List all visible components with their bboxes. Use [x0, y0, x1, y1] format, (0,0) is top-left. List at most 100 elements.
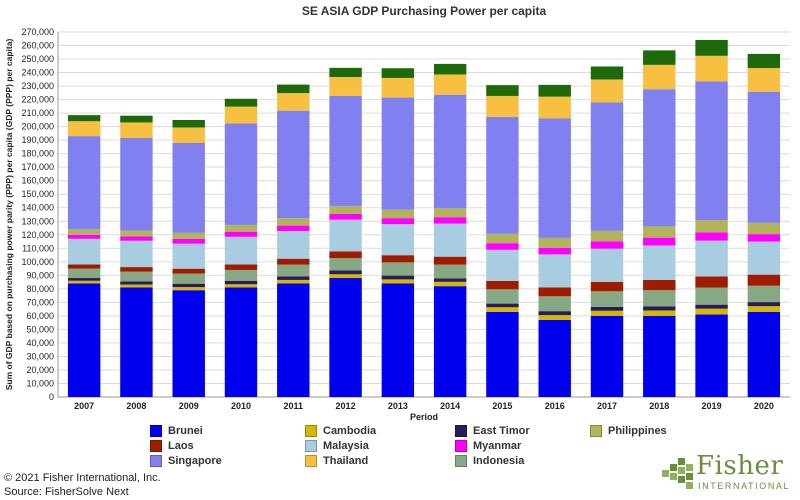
bar-segment-indonesia-2019 [695, 287, 728, 305]
bar-segment-vietnam-2010 [224, 98, 258, 107]
bar-segment-myanmar-2013 [381, 218, 415, 225]
bar-segment-laos-2010 [224, 264, 258, 270]
bar-segment-singapore-2011 [277, 110, 310, 219]
y-tick-label: 200,000 [21, 122, 54, 132]
y-tick-label: 0 [49, 392, 54, 402]
x-tick-label: 2018 [649, 401, 669, 411]
bar-segment-singapore-2020 [747, 91, 781, 223]
bar-segment-brunei-2015 [486, 311, 519, 397]
bar-segment-myanmar-2016 [538, 247, 571, 255]
legend-swatch [150, 440, 162, 452]
bar-segment-indonesia-2017 [590, 291, 624, 307]
bar-segment-cambodia-2010 [224, 284, 258, 288]
bar-segment-philippines-2012 [329, 206, 362, 214]
x-tick-label: 2012 [336, 401, 356, 411]
x-tick-label: 2017 [597, 401, 617, 411]
bar-segment-malaysia-2011 [277, 230, 310, 259]
bar-segment-east-timor-2017 [590, 306, 624, 311]
bar-segment-myanmar-2011 [277, 225, 310, 231]
bar-segment-myanmar-2015 [486, 243, 519, 250]
bar-segment-thailand-2011 [277, 93, 310, 111]
legend-item-singapore: Singapore [150, 455, 222, 467]
bar-segment-east-timor-2018 [643, 306, 676, 311]
chart-title: SE ASIA GDP Purchasing Power per capita [302, 4, 547, 18]
bar-segment-singapore-2008 [120, 137, 153, 231]
bar-segment-singapore-2013 [381, 97, 415, 210]
bar-segment-indonesia-2016 [538, 296, 571, 312]
x-tick-label: 2013 [388, 401, 408, 411]
x-tick-label: 2011 [284, 401, 304, 411]
x-tick-label: 2009 [179, 401, 199, 411]
bar-segment-myanmar-2014 [433, 217, 467, 224]
bar-segment-east-timor-2016 [538, 311, 571, 316]
bar-segment-east-timor-2007 [67, 278, 101, 281]
bar-segment-singapore-2019 [695, 81, 728, 221]
y-tick-label: 270,000 [21, 27, 54, 37]
legend-label: Singapore [168, 455, 222, 467]
legend-item-malaysia: Malaysia [305, 440, 369, 452]
bar-segment-thailand-2017 [590, 79, 624, 103]
bar-segment-myanmar-2007 [67, 234, 101, 239]
legend-swatch [455, 440, 467, 452]
brand-subtitle: INTERNATIONAL [698, 481, 791, 491]
bar-segment-malaysia-2018 [643, 245, 676, 280]
bar-segment-cambodia-2009 [172, 287, 205, 291]
bar-segment-vietnam-2011 [277, 84, 310, 94]
bar-segment-east-timor-2011 [277, 276, 310, 280]
y-tick-label: 40,000 [26, 338, 54, 348]
bar-segment-indonesia-2020 [747, 285, 781, 303]
bar-segment-thailand-2012 [329, 77, 362, 96]
bar-segment-cambodia-2013 [381, 279, 415, 284]
bar-segment-malaysia-2020 [747, 241, 781, 275]
bar-segment-laos-2013 [381, 255, 415, 263]
bar-segment-indonesia-2014 [433, 264, 467, 279]
brand-mark-icon [662, 458, 693, 489]
bar-segment-vietnam-2018 [643, 50, 676, 65]
bar-segment-singapore-2014 [433, 94, 467, 209]
bar-segment-singapore-2018 [643, 89, 676, 227]
y-tick-label: 80,000 [26, 284, 54, 294]
y-tick-label: 100,000 [21, 257, 54, 267]
x-tick-label: 2008 [126, 401, 146, 411]
bar-segment-indonesia-2012 [329, 258, 362, 271]
legend-swatch [590, 425, 602, 437]
legend-label: Philippines [608, 425, 667, 437]
bar-segment-thailand-2019 [695, 55, 728, 82]
bar-segment-singapore-2012 [329, 95, 362, 207]
bar-segment-cambodia-2020 [747, 306, 781, 312]
y-tick-label: 150,000 [21, 189, 54, 199]
bar-segment-myanmar-2009 [172, 238, 205, 244]
bar-segment-cambodia-2014 [433, 281, 467, 287]
bar-segment-cambodia-2018 [643, 310, 676, 316]
legend: Brunei Laos Singapore Cambodia Malaysia Thail… [150, 425, 690, 473]
legend-swatch [150, 455, 162, 467]
legend-swatch [455, 425, 467, 437]
bar-segment-laos-2019 [695, 276, 728, 288]
bar-segment-malaysia-2014 [433, 223, 467, 257]
bar-segment-philippines-2007 [67, 229, 101, 235]
bar-segment-vietnam-2019 [695, 39, 728, 56]
y-tick-label: 250,000 [21, 54, 54, 64]
bar-segment-philippines-2008 [120, 230, 153, 237]
y-tick-label: 120,000 [21, 230, 54, 240]
bar-segment-cambodia-2015 [486, 307, 519, 312]
bar-segment-indonesia-2011 [277, 264, 310, 277]
y-tick-label: 210,000 [21, 108, 54, 118]
y-tick-label: 220,000 [21, 95, 54, 105]
bar-segment-brunei-2018 [643, 315, 676, 397]
bar-segment-east-timor-2008 [120, 281, 153, 285]
bar-segment-philippines-2018 [643, 226, 676, 238]
bar-segment-singapore-2007 [67, 136, 101, 230]
bar-segment-singapore-2017 [590, 102, 624, 231]
bar-segment-laos-2007 [67, 264, 101, 269]
bar-segment-laos-2014 [433, 256, 467, 265]
bar-segment-thailand-2010 [224, 106, 258, 124]
bar-segment-singapore-2010 [224, 123, 258, 225]
legend-swatch [305, 425, 317, 437]
bar-segment-east-timor-2014 [433, 278, 467, 282]
legend-label: East Timor [473, 425, 530, 437]
bar-segment-vietnam-2008 [120, 115, 153, 123]
bar-segment-indonesia-2008 [120, 271, 153, 282]
legend-item-philippines: Philippines [590, 425, 667, 437]
bar-segment-east-timor-2009 [172, 283, 205, 288]
